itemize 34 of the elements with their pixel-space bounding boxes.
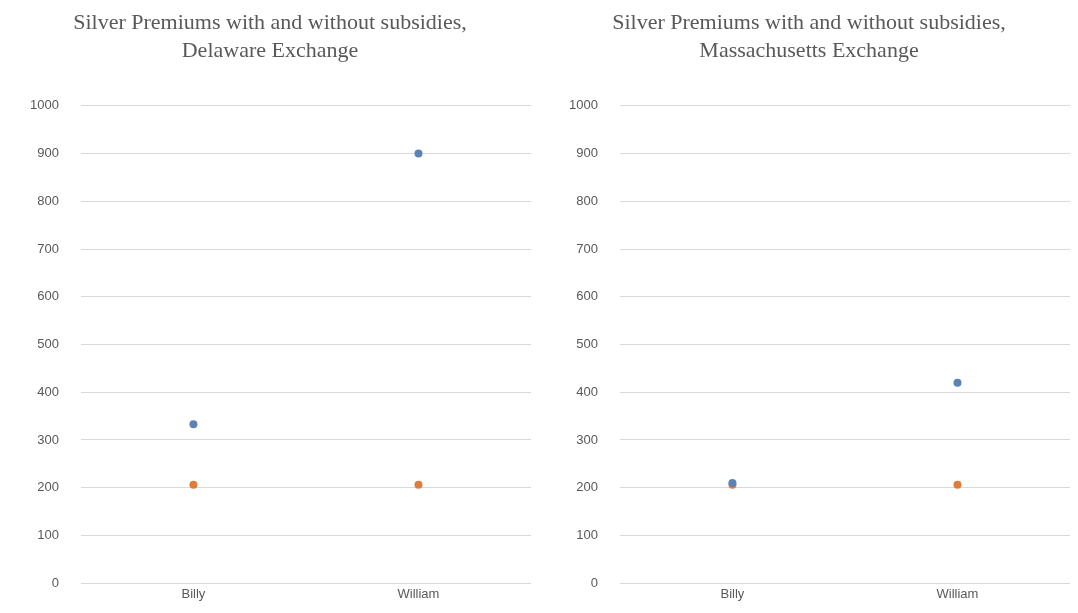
y-tick-label: 500 (37, 336, 59, 352)
x-tick-label: William (397, 585, 440, 601)
chart-title: Silver Premiums with and without subsidies, Massachusetts Exchange (611, 8, 1007, 64)
y-tick-label: 400 (576, 383, 598, 399)
y-tick-label: 700 (37, 240, 59, 256)
y-tick-label: 500 (576, 336, 598, 352)
y-tick-label: 700 (576, 240, 598, 256)
y-tick-label: 900 (37, 145, 59, 161)
y-tick-label: 200 (576, 479, 598, 495)
x-tick-label: Billy (720, 585, 745, 601)
chart-title: Silver Premiums with and without subsidies, Delaware Exchange (72, 8, 468, 64)
y-tick-label: 100 (37, 527, 59, 543)
y-tick-label: 1000 (30, 97, 59, 113)
point (953, 378, 962, 387)
y-tick-label: 0 (590, 574, 598, 590)
x-tick-label: William (936, 585, 979, 601)
point (189, 480, 198, 489)
y-tick-label: 300 (576, 431, 598, 447)
y-tick-label: 1000 (569, 97, 598, 113)
y-tick-label: 900 (576, 145, 598, 161)
y-tick-label: 0 (51, 574, 59, 590)
y-tick-label: 600 (576, 288, 598, 304)
point (414, 149, 423, 158)
y-tick-label: 800 (576, 192, 598, 208)
y-tick-label: 400 (37, 383, 59, 399)
x-tick-label: Billy (181, 585, 206, 601)
y-tick-label: 200 (37, 479, 59, 495)
y-tick-label: 600 (37, 288, 59, 304)
point (189, 420, 198, 429)
point (414, 480, 423, 489)
y-tick-label: 300 (37, 431, 59, 447)
y-tick-label: 800 (37, 192, 59, 208)
point (953, 480, 962, 489)
y-tick-label: 100 (576, 527, 598, 543)
